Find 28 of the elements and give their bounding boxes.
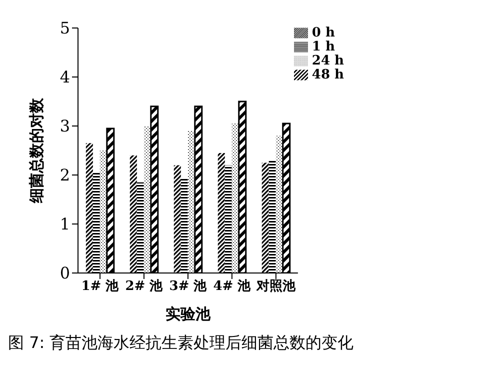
legend-label: 1 h <box>312 39 335 54</box>
bar <box>262 162 269 273</box>
x-tick-label: 3# 池 <box>169 279 208 294</box>
y-tick-label: 1 <box>60 214 70 234</box>
legend-label: 24 h <box>312 53 344 68</box>
bar <box>268 160 276 273</box>
bar <box>174 165 181 273</box>
bar <box>86 143 93 273</box>
y-tick-label: 5 <box>60 18 70 38</box>
x-axis-title: 实验池 <box>165 305 212 323</box>
x-tick-label: 2# 池 <box>125 279 164 294</box>
legend-label: 48 h <box>312 67 344 82</box>
y-tick-label: 0 <box>60 264 70 283</box>
bar <box>224 165 232 273</box>
bar <box>92 172 100 273</box>
bar <box>218 152 225 273</box>
text: 图 7: 育苗池海水经抗生素处理后细菌总数的变化 <box>8 333 355 354</box>
y-tick-label: 2 <box>60 166 70 185</box>
x-tick-label: 对照池 <box>255 279 296 294</box>
y-axis-title: 细菌总数的对数 <box>27 97 46 204</box>
x-tick-label: 1# 池 <box>81 279 120 294</box>
bar <box>180 177 188 273</box>
bar <box>130 155 137 273</box>
x-tick-label: 4# 池 <box>213 279 252 294</box>
legend-label: 0 h <box>312 25 335 40</box>
bar <box>136 182 144 273</box>
y-tick-label: 4 <box>60 68 70 87</box>
y-tick-label: 3 <box>60 116 70 136</box>
